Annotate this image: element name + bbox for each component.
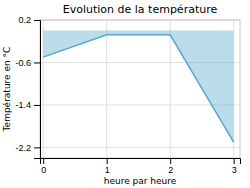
tick-mark bbox=[234, 158, 235, 164]
tick-mark bbox=[34, 147, 40, 148]
tick: 0 bbox=[41, 158, 46, 175]
grid bbox=[40, 20, 240, 158]
y-axis-title: Température en °C bbox=[2, 47, 12, 133]
tick-label: 0 bbox=[41, 165, 46, 175]
x-axis: 0 1 2 3 bbox=[41, 158, 241, 175]
tick-mark bbox=[43, 158, 44, 164]
tick-label: -0.6 bbox=[15, 58, 31, 68]
x-axis-title: heure par heure bbox=[104, 176, 177, 186]
tick-mark bbox=[34, 105, 40, 106]
tick-mark bbox=[34, 62, 40, 63]
area bbox=[43, 31, 233, 142]
tick-label: 1 bbox=[105, 165, 110, 175]
grid-line bbox=[40, 104, 240, 105]
tick-label: 0.2 bbox=[18, 15, 31, 25]
tick-mark bbox=[107, 158, 108, 164]
tick: -2.2 bbox=[15, 143, 40, 153]
y-axis: 0.2 -0.6 -1.4 -2.2 bbox=[15, 15, 40, 158]
grid-line bbox=[106, 20, 107, 158]
tick: 3 bbox=[232, 158, 237, 175]
plot-frame bbox=[40, 20, 240, 158]
tick: 1 bbox=[105, 158, 110, 175]
tick: 0.2 bbox=[18, 15, 40, 25]
tick-mark bbox=[170, 158, 171, 164]
tick-label: -1.4 bbox=[15, 100, 31, 110]
line bbox=[43, 35, 233, 142]
axis-line bbox=[41, 159, 241, 165]
marks bbox=[43, 31, 233, 142]
tick: 2 bbox=[168, 158, 173, 175]
tick: -0.6 bbox=[15, 58, 40, 68]
axis-line bbox=[34, 21, 41, 159]
tick-mark bbox=[34, 20, 40, 21]
tick-label: 3 bbox=[232, 165, 237, 175]
chart-container: 0 1 2 3 0.2 -0.6 -1.4 -2.2 Evolution de la tempé… bbox=[0, 0, 250, 188]
grid-line bbox=[40, 147, 240, 148]
tick-label: -2.2 bbox=[15, 143, 31, 153]
tick: -1.4 bbox=[15, 100, 40, 110]
title: Evolution de la température bbox=[63, 3, 218, 16]
plot-area: 0 1 2 3 0.2 -0.6 -1.4 -2.2 bbox=[15, 15, 240, 175]
tick-label: 2 bbox=[168, 165, 173, 175]
chart-svg: 0 1 2 3 0.2 -0.6 -1.4 -2.2 Evolution de la tempé… bbox=[0, 0, 250, 188]
grid-line bbox=[170, 20, 171, 158]
